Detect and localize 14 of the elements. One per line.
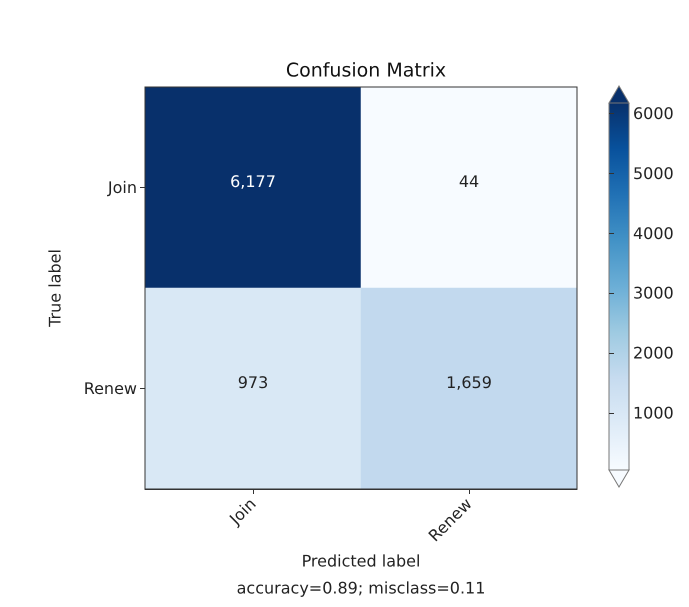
data-label: 44 bbox=[458, 172, 480, 191]
text: accuracy=0.89; misclass=0.11 bbox=[236, 578, 486, 598]
data-label: 973 bbox=[238, 373, 268, 392]
data-label: 1,659 bbox=[446, 373, 492, 392]
data-label: 6,177 bbox=[230, 172, 276, 191]
color-bar-label: 4000 bbox=[633, 224, 674, 243]
color-bar-label: 3000 bbox=[633, 284, 674, 303]
y-axis-title: True label bbox=[46, 249, 64, 328]
chart-title: Confusion Matrix bbox=[286, 60, 446, 82]
color-bar-label: 6000 bbox=[633, 104, 674, 124]
color-bar-label: 5000 bbox=[633, 164, 674, 183]
x-axis-title: Predicted label bbox=[302, 552, 420, 570]
color-bar-label: 2000 bbox=[633, 343, 674, 362]
color-bar-label: 1000 bbox=[633, 403, 674, 422]
